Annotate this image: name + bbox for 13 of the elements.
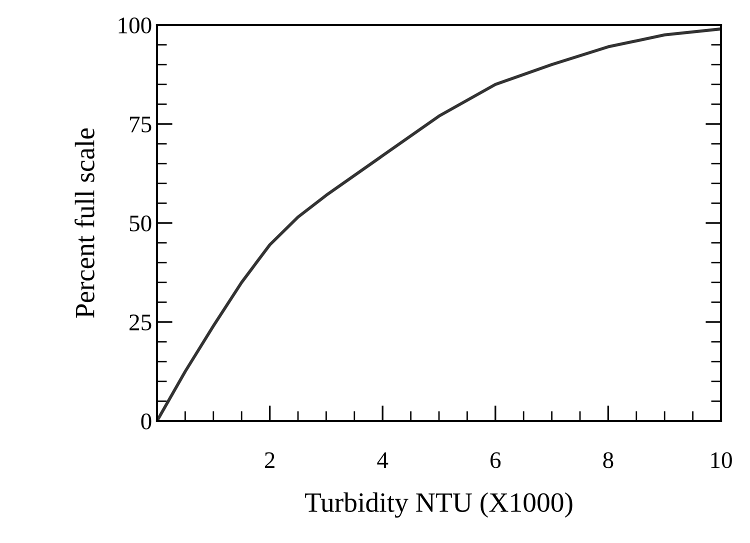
x-axis-title: Turbidity NTU (X1000) <box>304 492 572 518</box>
y-tick-label: 25 <box>130 314 152 330</box>
y-tick-label: 50 <box>130 215 152 232</box>
y-tick-label: 100 <box>118 17 152 34</box>
line-series <box>157 27 721 421</box>
x-tick-label: 10 <box>711 452 732 468</box>
y-axis-title: Percent full scale <box>74 128 94 318</box>
y-tick-label: 0 <box>141 413 152 430</box>
x-tick-label: 2 <box>264 452 274 468</box>
y-tick-label: 75 <box>130 116 152 132</box>
x-tick-label: 4 <box>377 452 388 468</box>
x-tick-label: 6 <box>490 452 501 468</box>
x-tick-label: 8 <box>603 452 614 468</box>
